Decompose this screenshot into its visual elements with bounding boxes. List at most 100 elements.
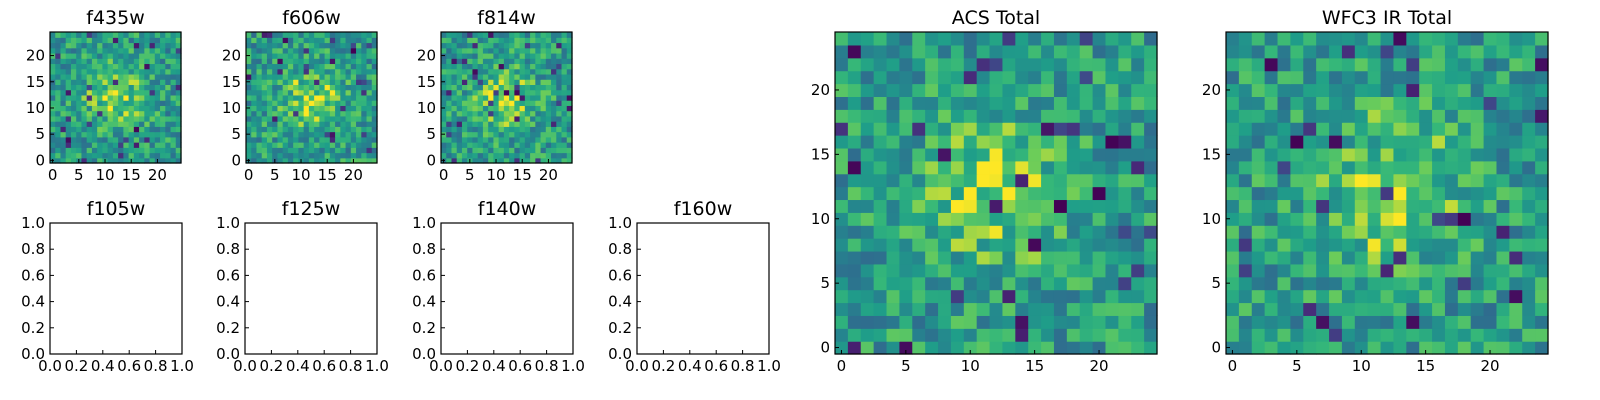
heatmap-cell bbox=[97, 42, 103, 49]
heatmap-cell bbox=[345, 32, 352, 38]
heatmap-cell bbox=[503, 73, 510, 80]
heatmap-cell bbox=[976, 135, 991, 149]
heatmap-cell bbox=[303, 115, 310, 122]
heatmap-cell bbox=[149, 152, 156, 159]
heatmap-cell bbox=[170, 84, 177, 91]
heatmap-cell bbox=[1316, 70, 1330, 85]
heatmap-cell bbox=[340, 89, 347, 96]
heatmap-cell bbox=[1406, 315, 1420, 329]
heatmap-cell bbox=[287, 58, 294, 65]
heatmap-cell bbox=[446, 147, 453, 154]
heatmap-cell bbox=[1144, 57, 1158, 72]
heatmap-cell bbox=[950, 32, 965, 46]
heatmap-cell bbox=[102, 89, 109, 96]
heatmap-cell bbox=[530, 79, 536, 85]
heatmap-cell bbox=[1444, 109, 1459, 123]
heatmap-cell bbox=[287, 47, 294, 54]
heatmap-cell bbox=[165, 32, 172, 38]
heatmap-cell bbox=[1092, 328, 1107, 342]
heatmap-cell bbox=[50, 147, 56, 154]
heatmap-cell bbox=[251, 157, 258, 164]
x-tick-label: 0 bbox=[837, 357, 847, 375]
heatmap-cell bbox=[1535, 276, 1549, 291]
heatmap-cell bbox=[886, 276, 900, 291]
heatmap-cell bbox=[1444, 315, 1459, 329]
heatmap-cell bbox=[509, 32, 515, 38]
heatmap-cell bbox=[873, 238, 888, 252]
heatmap-cell bbox=[371, 105, 378, 112]
heatmap-cell bbox=[1367, 315, 1382, 329]
heatmap-cell bbox=[524, 84, 531, 91]
heatmap-cell bbox=[1041, 199, 1055, 213]
heatmap-cell bbox=[175, 89, 182, 96]
heatmap-cell bbox=[1290, 341, 1304, 355]
heatmap-cell bbox=[361, 73, 368, 80]
heatmap-cell bbox=[86, 32, 93, 38]
y-tick-label: 0.8 bbox=[21, 240, 45, 258]
heatmap-cell bbox=[1264, 276, 1279, 291]
heatmap-cell bbox=[261, 47, 268, 54]
heatmap-cell bbox=[154, 58, 161, 65]
heatmap-cell bbox=[461, 152, 468, 159]
heatmap-cell bbox=[81, 152, 88, 159]
heatmap-cell bbox=[356, 73, 362, 80]
heatmap-cell bbox=[488, 32, 494, 38]
heatmap-cell bbox=[976, 83, 991, 97]
heatmap-cell bbox=[860, 199, 875, 213]
heatmap-cell bbox=[535, 84, 542, 91]
heatmap-cell bbox=[488, 152, 494, 159]
heatmap-cell bbox=[1419, 341, 1433, 355]
heatmap-cell bbox=[298, 37, 305, 44]
heatmap-cell bbox=[282, 100, 289, 106]
heatmap-cell bbox=[873, 328, 888, 342]
heatmap-cell bbox=[123, 32, 130, 38]
heatmap-cell bbox=[112, 126, 119, 133]
heatmap-cell bbox=[175, 121, 182, 127]
heatmap-cell bbox=[1470, 70, 1485, 85]
heatmap-cell bbox=[149, 110, 156, 117]
heatmap-cell bbox=[989, 238, 1004, 252]
heatmap-cell bbox=[535, 58, 542, 65]
heatmap-cell bbox=[1354, 263, 1369, 278]
heatmap-cell bbox=[1303, 250, 1317, 265]
heatmap-cell bbox=[535, 152, 542, 159]
heatmap-cell bbox=[123, 131, 130, 138]
heatmap-cell bbox=[989, 44, 1004, 59]
heatmap-cell bbox=[345, 126, 352, 133]
heatmap-cell bbox=[1380, 122, 1395, 136]
heatmap-cell bbox=[1509, 276, 1523, 291]
heatmap-cell bbox=[282, 157, 289, 164]
heatmap-cell bbox=[545, 152, 552, 159]
heatmap-cell bbox=[535, 37, 542, 44]
heatmap-cell bbox=[551, 110, 557, 117]
heatmap-cell bbox=[175, 100, 182, 106]
heatmap-cell bbox=[493, 63, 500, 70]
heatmap-cell bbox=[165, 115, 172, 122]
heatmap-cell bbox=[1367, 250, 1382, 265]
heatmap-cell bbox=[535, 79, 542, 85]
heatmap-cell bbox=[1105, 96, 1119, 110]
heatmap-cell bbox=[308, 52, 315, 59]
heatmap-cell bbox=[1277, 147, 1291, 162]
heatmap-cell bbox=[251, 121, 258, 127]
heatmap-cell bbox=[1316, 109, 1330, 123]
heatmap-cell bbox=[1264, 32, 1279, 46]
heatmap-cell bbox=[133, 115, 140, 122]
heatmap-cell bbox=[170, 105, 177, 112]
x-tick-label: 0.4 bbox=[482, 357, 506, 375]
heatmap-cell bbox=[139, 42, 145, 49]
heatmap-cell bbox=[1457, 160, 1472, 175]
heatmap-cell bbox=[107, 94, 114, 101]
heatmap-cell bbox=[1092, 341, 1107, 355]
heatmap-cell bbox=[441, 115, 447, 122]
heatmap-cell bbox=[1457, 250, 1472, 265]
heatmap-cell bbox=[366, 73, 373, 80]
heatmap-cell bbox=[86, 121, 93, 127]
heatmap-cell bbox=[261, 68, 268, 75]
heatmap-cell bbox=[91, 147, 98, 154]
heatmap-cell bbox=[1535, 83, 1549, 97]
x-tick-label: 0.8 bbox=[535, 357, 559, 375]
heatmap-cell bbox=[835, 57, 849, 72]
heatmap-cell bbox=[925, 302, 939, 316]
heatmap-cell bbox=[456, 110, 463, 117]
